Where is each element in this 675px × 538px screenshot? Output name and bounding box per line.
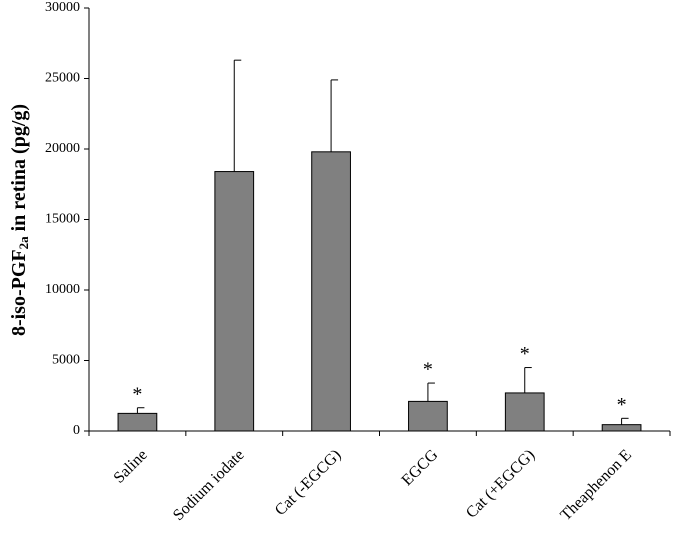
x-tick-label: Saline	[111, 446, 151, 486]
significance-mark: *	[423, 359, 433, 381]
y-tick-label: 10000	[45, 282, 80, 297]
significance-mark: *	[132, 383, 142, 405]
bar	[117, 412, 158, 432]
y-label-part: in retina (pg/g)	[8, 104, 30, 236]
bar	[311, 151, 351, 432]
bar	[408, 400, 448, 432]
y-tick-label: 5000	[52, 353, 80, 368]
x-tick-label: Theaphenon E	[557, 446, 635, 524]
y-tick-label: 0	[73, 423, 80, 438]
y-axis-label: 8-iso-PGF2a in retina (pg/g)	[8, 104, 31, 336]
y-label-part: 8-iso-PGF	[8, 249, 30, 336]
x-tick-label: Sodium iodate	[170, 446, 248, 524]
y-tick-label: 25000	[45, 71, 80, 86]
y-tick-label: 30000	[45, 0, 80, 15]
bar	[214, 171, 255, 432]
x-tick-label: Cat (+EGCG)	[463, 446, 538, 521]
significance-mark: *	[520, 343, 530, 365]
y-tick-label: 20000	[45, 141, 80, 156]
x-tick-label: Cat (-EGCG)	[272, 446, 345, 519]
bar	[601, 424, 642, 432]
x-tick-label: EGCG	[399, 446, 442, 489]
bar	[504, 392, 545, 432]
y-label-subscript: 2a	[16, 236, 31, 250]
y-tick-label: 15000	[45, 212, 80, 227]
significance-mark: *	[617, 394, 627, 416]
